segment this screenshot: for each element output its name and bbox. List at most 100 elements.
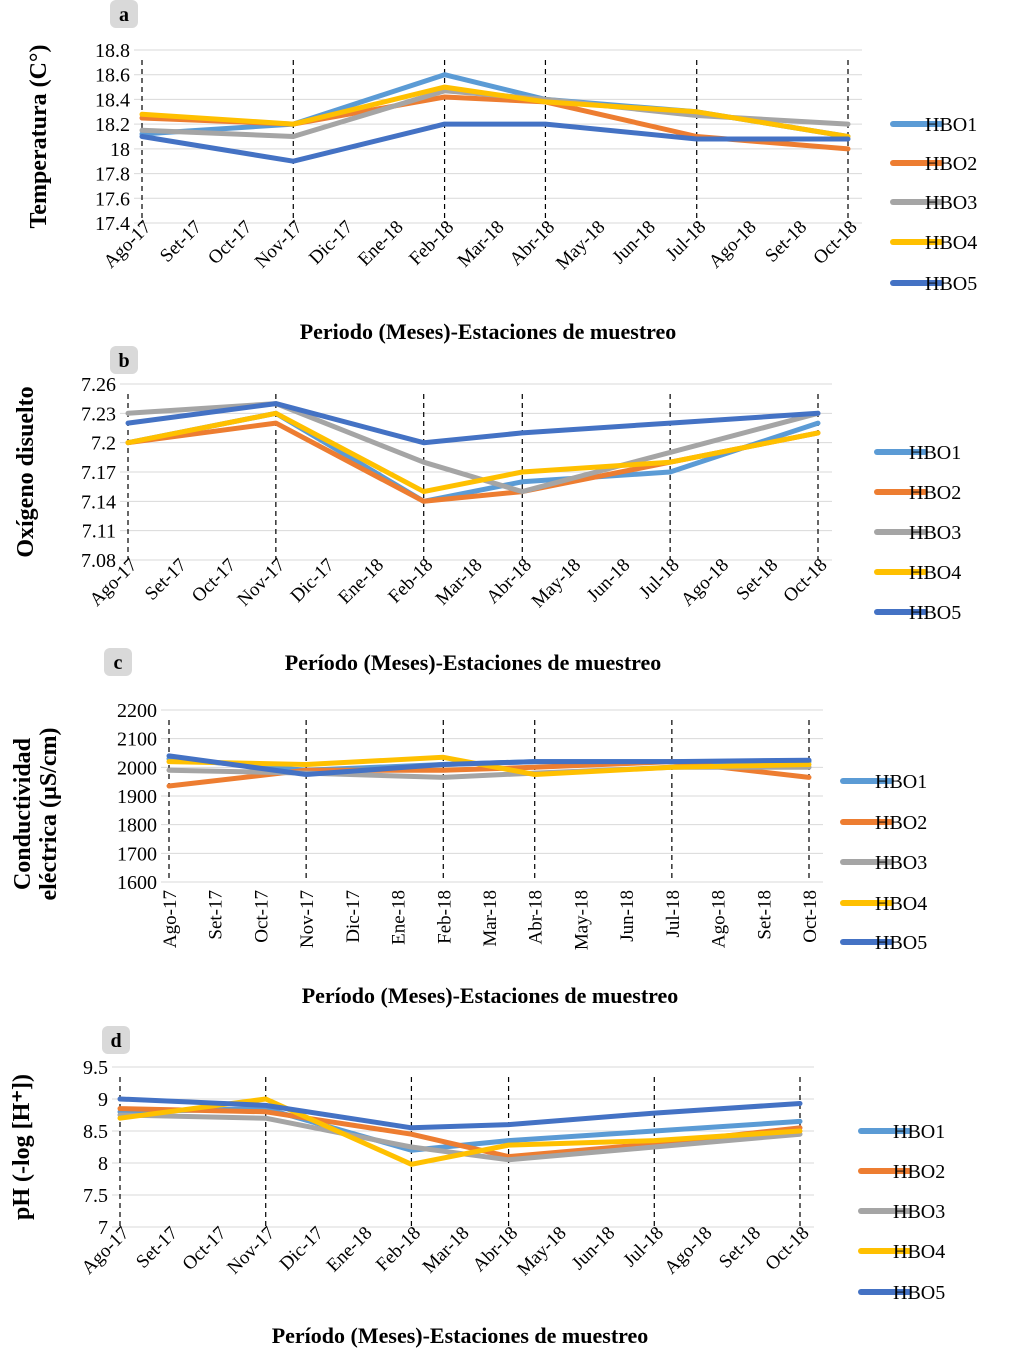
y-tick-label: 18.8: [95, 40, 130, 62]
x-tick-label: Set-17: [141, 555, 191, 605]
legend-entry: HBO2: [875, 812, 927, 834]
y-tick-label: 8.5: [83, 1121, 108, 1143]
panel-label: a: [119, 4, 129, 26]
x-tick-label: Feb-18: [434, 890, 455, 944]
x-tick-label: Ago-18: [660, 1223, 716, 1279]
y-tick-label: 8: [98, 1153, 108, 1175]
x-tick-label: Set-17: [206, 890, 227, 940]
x-tick-label: Oct-18: [761, 1223, 813, 1275]
legend-entry: HBO4: [925, 232, 977, 254]
y-tick-label: 2100: [117, 729, 157, 751]
y-tick-label: 17.4: [95, 213, 130, 235]
legend-entry: HBO4: [875, 893, 927, 915]
x-tick-label: Ene-18: [389, 890, 410, 945]
chart-panel-c: c 1600 1700 1800 1900 2000 2100 2200 Ago-17 Set-1…: [10, 648, 927, 1008]
x-tick-label: Oct-17: [204, 217, 256, 269]
x-tick-label: Nov-17: [223, 1223, 279, 1279]
y-tick-label: 7.26: [81, 374, 116, 396]
legend-entry: HBO4: [893, 1241, 945, 1263]
y-tick-label: 7.23: [81, 403, 116, 425]
x-tick-label: Nov-17: [233, 555, 289, 611]
legend-entry: HBO3: [925, 192, 977, 214]
legend-entry: HBO4: [909, 562, 961, 584]
x-tick-label: Nov-17: [251, 217, 307, 273]
x-axis-label: Período (Meses)-Estaciones de muestreo: [272, 1323, 649, 1348]
x-tick-label: May-18: [552, 217, 609, 274]
y-axis-label: Oxígeno disuelto: [13, 386, 39, 557]
y-tick-label: 7.14: [81, 491, 116, 513]
x-tick-label: Dic-17: [276, 1223, 328, 1275]
x-tick-label: Abr-18: [506, 217, 559, 270]
x-tick-label: Set-18: [761, 217, 811, 267]
series-line-hbo4: [125, 410, 821, 495]
panel-label-badge: [104, 648, 132, 676]
y-tick-label: 1700: [117, 843, 157, 865]
series-line-hbo5: [139, 121, 851, 164]
x-tick-label: Mar-18: [454, 217, 509, 272]
x-tick-label: Mar-18: [480, 890, 501, 947]
chart-panel-d: d77.588.599.5Ago-17Set-17Oct-17Nov-17Dic…: [9, 1026, 945, 1348]
x-tick-label: Ago-18: [709, 890, 730, 948]
x-tick-label: Mar-18: [432, 555, 487, 610]
x-axis-label: Período (Meses)-Estaciones de muestreo: [302, 983, 679, 1008]
y-tick-label: 7.2: [91, 433, 116, 455]
x-tick-label: Jul-18: [663, 890, 684, 938]
panel-label: b: [118, 350, 129, 372]
x-tick-label: Jun-18: [568, 1223, 619, 1274]
x-tick-label: Ago-18: [705, 217, 761, 273]
x-tick-label: Set-18: [732, 555, 782, 605]
x-tick-label: Ago-17: [160, 890, 181, 948]
x-tick-label: Abr-18: [482, 555, 535, 608]
y-tick-label: 18.2: [95, 114, 130, 136]
x-tick-label: Jun-18: [617, 890, 638, 942]
x-tick-label: Oct-18: [809, 217, 861, 269]
x-axis-label: Periodo (Meses)-Estaciones de muestreo: [300, 319, 677, 344]
x-tick-label: Mar-18: [419, 1223, 474, 1278]
legend-entry: HBO1: [875, 771, 927, 793]
panel-label-badge: [102, 1026, 130, 1054]
y-tick-label: 18.4: [95, 89, 130, 111]
x-tick-label: Oct-17: [179, 1223, 231, 1275]
y-axis-label: Conductividad: [10, 737, 36, 890]
y-tick-label: 9: [98, 1089, 108, 1111]
x-tick-label: Oct-17: [188, 555, 240, 607]
x-tick-label: Set-18: [715, 1223, 765, 1273]
legend-entry: HBO5: [875, 932, 927, 954]
legend-entry: HBO2: [925, 153, 977, 175]
y-tick-label: 17.6: [95, 188, 130, 210]
legend-entry: HBO3: [893, 1201, 945, 1223]
legend-entry: HBO1: [909, 442, 961, 464]
series-line-hbo3: [125, 401, 821, 495]
panel-label-badge: [110, 0, 138, 28]
x-tick-label: Oct-18: [800, 890, 821, 943]
legend-entry: HBO3: [875, 852, 927, 874]
legend-entry: HBO3: [909, 522, 961, 544]
x-tick-label: May-18: [513, 1223, 570, 1280]
x-tick-label: May-18: [528, 555, 585, 612]
series-line-hbo1: [139, 72, 851, 139]
y-tick-label: 7.08: [81, 550, 116, 572]
legend-entry: HBO2: [909, 482, 961, 504]
y-tick-label: 7.11: [82, 521, 116, 543]
x-tick-label: Ago-18: [677, 555, 733, 611]
panel-label: c: [114, 652, 123, 674]
x-tick-label: Jul-18: [662, 217, 710, 265]
y-tick-label: 7.17: [81, 462, 116, 484]
x-tick-label: Oct-18: [779, 555, 831, 607]
x-tick-label: Feb-18: [384, 555, 437, 608]
y-tick-label: 2000: [117, 757, 157, 779]
y-tick-label: 9.5: [83, 1057, 108, 1079]
x-tick-label: Dic-17: [343, 890, 364, 943]
series-line-hbo4: [166, 754, 812, 777]
legend-entry: HBO1: [893, 1121, 945, 1143]
x-tick-label: Ene-18: [354, 217, 408, 271]
y-tick-label: 1800: [117, 815, 157, 837]
y-tick-label: 7: [98, 1217, 108, 1239]
series-line-hbo5: [166, 753, 812, 777]
x-tick-label: Abr-18: [526, 890, 547, 945]
x-tick-label: Set-17: [132, 1223, 182, 1273]
legend-entry: HBO5: [893, 1282, 945, 1304]
